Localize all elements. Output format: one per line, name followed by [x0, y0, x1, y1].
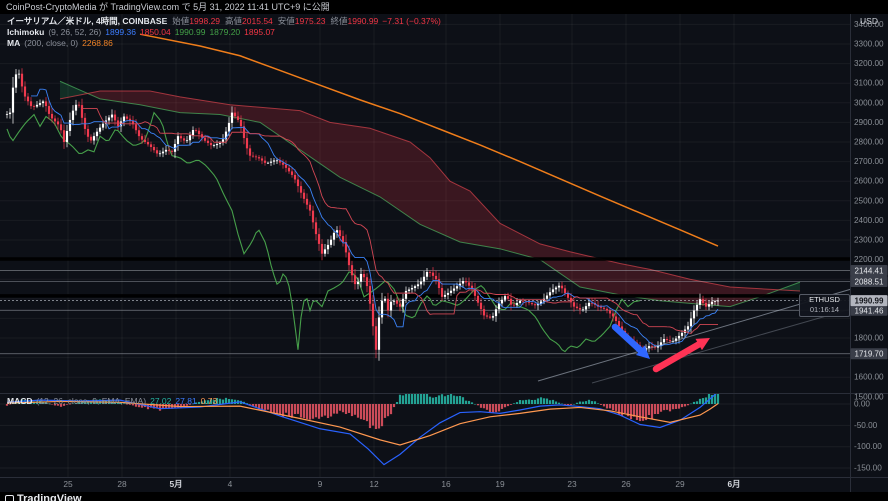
ichimoku-cloud [59, 80, 801, 308]
legend-value: 27.81 [175, 396, 197, 406]
svg-text:2900.00: 2900.00 [854, 118, 884, 127]
bottom-bar: TradingView [0, 492, 888, 501]
legend-value: 1850.04 [139, 27, 171, 37]
svg-text:2200.00: 2200.00 [854, 255, 884, 264]
svg-text:3300.00: 3300.00 [854, 40, 884, 49]
svg-text:19: 19 [495, 479, 505, 489]
ma-params: (200, close, 0) [24, 38, 79, 48]
tradingview-wordmark: TradingView [17, 493, 82, 501]
svg-text:1600.00: 1600.00 [854, 373, 884, 382]
change-value: −7.31 (−0.37%) [382, 16, 441, 26]
svg-text:23: 23 [567, 479, 577, 489]
ma-value: 2268.86 [82, 38, 113, 48]
svg-text:2088.51: 2088.51 [855, 277, 884, 286]
svg-text:2144.41: 2144.41 [855, 266, 884, 275]
svg-text:3400.00: 3400.00 [854, 20, 884, 29]
svg-text:28: 28 [117, 479, 127, 489]
attribution-bar: CoinPost-CryptoMedia が TradingView.com で… [0, 0, 888, 14]
lagging-span-line [6, 111, 641, 353]
ma-name: MA [7, 38, 21, 48]
svg-text:0.00: 0.00 [854, 400, 870, 409]
attribution-text: CoinPost-CryptoMedia が TradingView.com で… [6, 2, 330, 12]
svg-text:2700.00: 2700.00 [854, 157, 884, 166]
svg-text:3000.00: 3000.00 [854, 98, 884, 107]
macd-pane [5, 394, 720, 466]
symbol-legend-row[interactable]: イーサリアム／米ドル, 4時間, COINBASE 始値1998.29 高値2015… [7, 16, 441, 27]
legend-value: 1899.36 [105, 27, 136, 37]
svg-text:1500.00: 1500.00 [854, 392, 884, 401]
macd-params: (12, 26, close, 9, EMA, EMA) [36, 396, 147, 406]
legend-value: 1998.29 [189, 16, 221, 26]
grid-layer [0, 14, 850, 477]
legend-value: 1879.20 [209, 27, 241, 37]
svg-text:1990.99: 1990.99 [855, 297, 884, 306]
ichimoku-legend-row[interactable]: Ichimoku (9, 26, 52, 26) 1899.36 1850.04 199… [7, 27, 441, 38]
svg-text:-100.00: -100.00 [854, 442, 882, 451]
svg-text:1800.00: 1800.00 [854, 334, 884, 343]
legend-value: 27.02 [150, 396, 172, 406]
svg-text:1719.70: 1719.70 [855, 350, 884, 359]
bar-countdown: 01:16:14 [809, 305, 840, 314]
tradingview-logo[interactable]: TradingView [5, 493, 888, 501]
svg-text:2300.00: 2300.00 [854, 236, 884, 245]
ticker-label: ETHUSD [809, 295, 840, 304]
svg-text:3100.00: 3100.00 [854, 79, 884, 88]
axes-layer: 3400.00 3300.00 3200.00 3100.00 3000.00 2900.… [0, 14, 888, 492]
symbol-countdown-tag[interactable]: ETHUSD 01:16:14 [799, 294, 850, 317]
legend-value: 終値 [330, 16, 348, 26]
legend-value: 1975.23 [294, 16, 326, 26]
annotation-arrows[interactable] [611, 323, 710, 373]
candles-layer [5, 68, 720, 361]
legend-value: 始値 [172, 16, 190, 26]
svg-text:12: 12 [369, 479, 379, 489]
legend-value: 0.73 [200, 396, 218, 406]
macd-legend-row[interactable]: MACD (12, 26, close, 9, EMA, EMA) 27.02 27.… [7, 396, 217, 407]
macd-name: MACD [7, 396, 33, 406]
svg-text:3200.00: 3200.00 [854, 59, 884, 68]
ma200-line [139, 33, 719, 247]
symbol-title: イーサリアム／米ドル, 4時間, COINBASE [7, 16, 168, 26]
axis-badges: 2144.41 2088.51 1941.46 1719.70 1990.99 [850, 264, 888, 360]
chart-background [0, 14, 888, 492]
svg-text:2600.00: 2600.00 [854, 177, 884, 186]
ichimoku-name: Ichimoku [7, 27, 45, 37]
svg-text:4: 4 [228, 479, 233, 489]
tradingview-icon [5, 494, 14, 501]
legend-value: 1990.99 [347, 16, 379, 26]
svg-text:16: 16 [441, 479, 451, 489]
svg-text:2500.00: 2500.00 [854, 196, 884, 205]
price-axis[interactable] [850, 14, 888, 492]
conversion-base-lines [31, 88, 719, 347]
time-axis[interactable] [0, 478, 850, 492]
svg-text:5月: 5月 [169, 479, 182, 489]
svg-text:2400.00: 2400.00 [854, 216, 884, 225]
legend-value: 1895.07 [244, 27, 275, 37]
svg-text:2800.00: 2800.00 [854, 138, 884, 147]
svg-text:25: 25 [63, 479, 73, 489]
svg-text:1941.46: 1941.46 [855, 306, 884, 315]
svg-text:6月: 6月 [727, 479, 740, 489]
svg-text:-50.00: -50.00 [854, 421, 878, 430]
svg-text:26: 26 [621, 479, 631, 489]
indicator-legend: イーサリアム／米ドル, 4時間, COINBASE 始値1998.29 高値2015… [7, 16, 441, 49]
sr-zone-lines[interactable] [0, 257, 850, 298]
ma-legend-row[interactable]: MA (200, close, 0) 2268.86 [7, 38, 441, 49]
legend-value: 2015.54 [242, 16, 273, 26]
legend-value: 高値 [225, 16, 243, 26]
svg-text:29: 29 [675, 479, 685, 489]
ichimoku-params: (9, 26, 52, 26) [48, 27, 102, 37]
svg-text:-150.00: -150.00 [854, 464, 882, 473]
svg-text:9: 9 [318, 479, 323, 489]
legend-value: 1990.99 [174, 27, 206, 37]
legend-value: 安値 [277, 16, 295, 26]
currency-label[interactable]: USD [860, 16, 878, 26]
